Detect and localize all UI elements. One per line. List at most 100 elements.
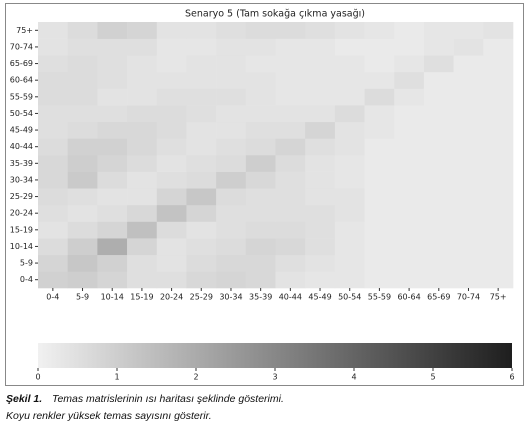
heatmap-cell bbox=[156, 22, 187, 39]
heatmap-cell bbox=[423, 138, 454, 156]
colorbar-tick-label: 0 bbox=[35, 373, 40, 382]
heatmap-cell bbox=[394, 22, 425, 39]
heatmap-cell bbox=[216, 271, 247, 289]
heatmap-cell bbox=[38, 138, 68, 156]
heatmap-cell bbox=[216, 121, 247, 139]
heatmap-cell bbox=[305, 238, 336, 256]
heatmap-cell bbox=[38, 254, 68, 272]
heatmap-cell bbox=[67, 254, 98, 272]
heatmap-cell bbox=[305, 55, 336, 73]
heatmap-cell bbox=[38, 221, 68, 239]
heatmap-cell bbox=[38, 71, 68, 89]
heatmap-cell bbox=[364, 55, 395, 73]
heatmap-cell bbox=[156, 204, 187, 222]
colorbar-tick-label: 4 bbox=[351, 373, 356, 382]
heatmap-cell bbox=[38, 105, 68, 123]
heatmap-cell bbox=[275, 204, 306, 222]
heatmap-cell bbox=[334, 188, 365, 206]
x-tick-label: 50-54 bbox=[338, 293, 361, 302]
heatmap-cell bbox=[245, 221, 276, 239]
caption-line: Koyu renkler yüksek temas sayısını göste… bbox=[6, 410, 212, 422]
colorbar-tick-label: 6 bbox=[509, 373, 514, 382]
heatmap-cell bbox=[97, 121, 128, 139]
heatmap-cell bbox=[275, 221, 306, 239]
heatmap-cell bbox=[334, 204, 365, 222]
heatmap-cell bbox=[38, 22, 68, 39]
heatmap-cell bbox=[216, 155, 247, 172]
heatmap-cell bbox=[127, 138, 158, 156]
y-tick-label: 25-29 bbox=[10, 192, 33, 201]
heatmap-cell bbox=[364, 88, 395, 106]
heatmap-cell bbox=[216, 188, 247, 206]
colorbar-tick-label: 2 bbox=[193, 373, 198, 382]
heatmap-cell bbox=[127, 38, 158, 56]
heatmap-cell bbox=[305, 254, 336, 272]
heatmap-cell bbox=[423, 204, 454, 222]
heatmap-cell bbox=[423, 271, 454, 289]
heatmap-cell bbox=[364, 155, 395, 172]
heatmap-cell bbox=[186, 254, 217, 272]
heatmap-cell bbox=[334, 55, 365, 73]
heatmap-cell bbox=[334, 71, 365, 89]
heatmap-cell bbox=[364, 105, 395, 123]
heatmap-cell bbox=[245, 71, 276, 89]
heatmap-cell bbox=[483, 254, 514, 272]
heatmap-cell bbox=[423, 171, 454, 189]
heatmap-cell bbox=[394, 271, 425, 289]
heatmap-cell bbox=[38, 188, 68, 206]
heatmap-cell bbox=[127, 105, 158, 123]
y-tick-label: 55-59 bbox=[10, 92, 33, 101]
chart-title: Senaryo 5 (Tam sokağa çıkma yasağı) bbox=[185, 9, 365, 20]
heatmap-cell bbox=[245, 22, 276, 39]
heatmap-cell bbox=[127, 204, 158, 222]
heatmap-cell bbox=[394, 121, 425, 139]
heatmap-cell bbox=[394, 204, 425, 222]
heatmap-cell bbox=[483, 171, 514, 189]
heatmap-cell bbox=[334, 121, 365, 139]
heatmap-cell bbox=[186, 121, 217, 139]
heatmap-cell bbox=[97, 188, 128, 206]
heatmap-cell bbox=[305, 221, 336, 239]
heatmap-cell bbox=[127, 155, 158, 172]
heatmap-cell bbox=[38, 171, 68, 189]
heatmap-cell bbox=[305, 88, 336, 106]
heatmap-cell bbox=[186, 38, 217, 56]
heatmap-cell bbox=[453, 88, 484, 106]
x-tick-label: 30-34 bbox=[219, 293, 242, 302]
heatmap-cell bbox=[453, 204, 484, 222]
heatmap-cell bbox=[483, 88, 514, 106]
heatmap-cell bbox=[127, 254, 158, 272]
y-tick-label: 70-74 bbox=[10, 42, 33, 51]
x-tick-label: 10-14 bbox=[101, 293, 124, 302]
heatmap-cell bbox=[453, 105, 484, 123]
heatmap-cell bbox=[275, 138, 306, 156]
x-tick-label: 40-44 bbox=[279, 293, 302, 302]
heatmap-cell bbox=[334, 238, 365, 256]
heatmap-cell bbox=[245, 238, 276, 256]
heatmap-cell bbox=[67, 71, 98, 89]
heatmap-cell bbox=[156, 55, 187, 73]
heatmap-cell bbox=[275, 88, 306, 106]
x-tick-label: 65-69 bbox=[427, 293, 450, 302]
heatmap-cell bbox=[67, 171, 98, 189]
heatmap-cell bbox=[275, 38, 306, 56]
heatmap-cell bbox=[453, 171, 484, 189]
heatmap-cell bbox=[67, 105, 98, 123]
heatmap-cell bbox=[127, 188, 158, 206]
heatmap-cell bbox=[156, 38, 187, 56]
heatmap-cell bbox=[186, 171, 217, 189]
heatmap-cell bbox=[453, 71, 484, 89]
heatmap-cell bbox=[156, 254, 187, 272]
heatmap-cell bbox=[364, 188, 395, 206]
heatmap-cell bbox=[186, 88, 217, 106]
heatmap-cell bbox=[364, 22, 395, 39]
heatmap-cell bbox=[245, 138, 276, 156]
heatmap-cell bbox=[453, 138, 484, 156]
heatmap-cell bbox=[156, 238, 187, 256]
heatmap-cell bbox=[305, 155, 336, 172]
heatmap-cell bbox=[453, 55, 484, 73]
heatmap-cell bbox=[305, 105, 336, 123]
heatmap-cell bbox=[38, 155, 68, 172]
heatmap-cell bbox=[216, 55, 247, 73]
heatmap-cell bbox=[334, 271, 365, 289]
